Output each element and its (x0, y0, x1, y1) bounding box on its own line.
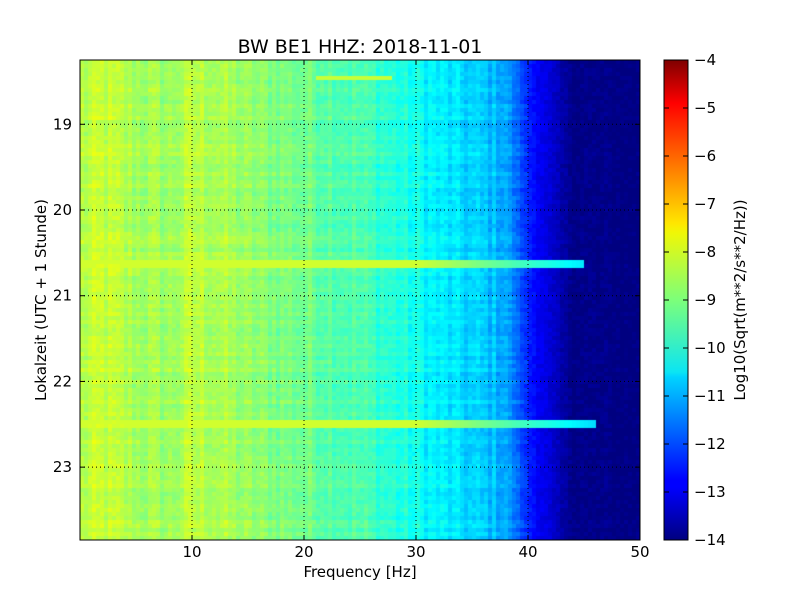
grid-lines (80, 60, 640, 540)
colorbar-tick-label: −8 (694, 243, 716, 261)
y-tick-label: 22 (53, 372, 72, 390)
y-axis-label: Lokalzeit (UTC + 1 Stunde) (32, 199, 50, 401)
chart-title: BW BE1 HHZ: 2018-11-01 (238, 36, 483, 58)
x-tick-label: 20 (294, 543, 313, 561)
colorbar-tick-label: −5 (694, 99, 716, 117)
y-tick-label: 20 (53, 201, 72, 219)
plot-frame (79, 59, 641, 541)
colorbar-tick-label: −13 (694, 483, 726, 501)
x-axis: 10 20 30 40 50 (182, 60, 650, 561)
colorbar-label: Log10(Sqrt(m**2/s**2/Hz)) (731, 199, 749, 400)
colorbar-tick-label: −14 (694, 531, 726, 549)
colorbar-tick-label: −4 (694, 51, 716, 69)
y-tick-label: 19 (53, 115, 72, 133)
colorbar-tick-label: −9 (694, 291, 716, 309)
y-tick-label: 23 (53, 458, 72, 476)
x-tick-label: 10 (182, 543, 201, 561)
y-axis: 19 20 21 22 23 (53, 115, 640, 476)
y-tick-label: 21 (53, 287, 72, 305)
x-tick-label: 30 (406, 543, 425, 561)
colorbar-tick-label: −10 (694, 339, 726, 357)
colorbar-tick-label: −12 (694, 435, 726, 453)
x-tick-label: 40 (518, 543, 537, 561)
heatmap-plot (80, 60, 640, 540)
heatmap-image (80, 60, 640, 540)
colorbar-ticks: −4 −5 −6 −7 −8 −9 −10 −11 −12 −13 −14 (664, 51, 726, 549)
x-axis-label: Frequency [Hz] (303, 563, 416, 581)
x-tick-label: 50 (630, 543, 649, 561)
colorbar-tick-label: −6 (694, 147, 716, 165)
colorbar-tick-label: −11 (694, 387, 726, 405)
colorbar-tick-label: −7 (694, 195, 716, 213)
